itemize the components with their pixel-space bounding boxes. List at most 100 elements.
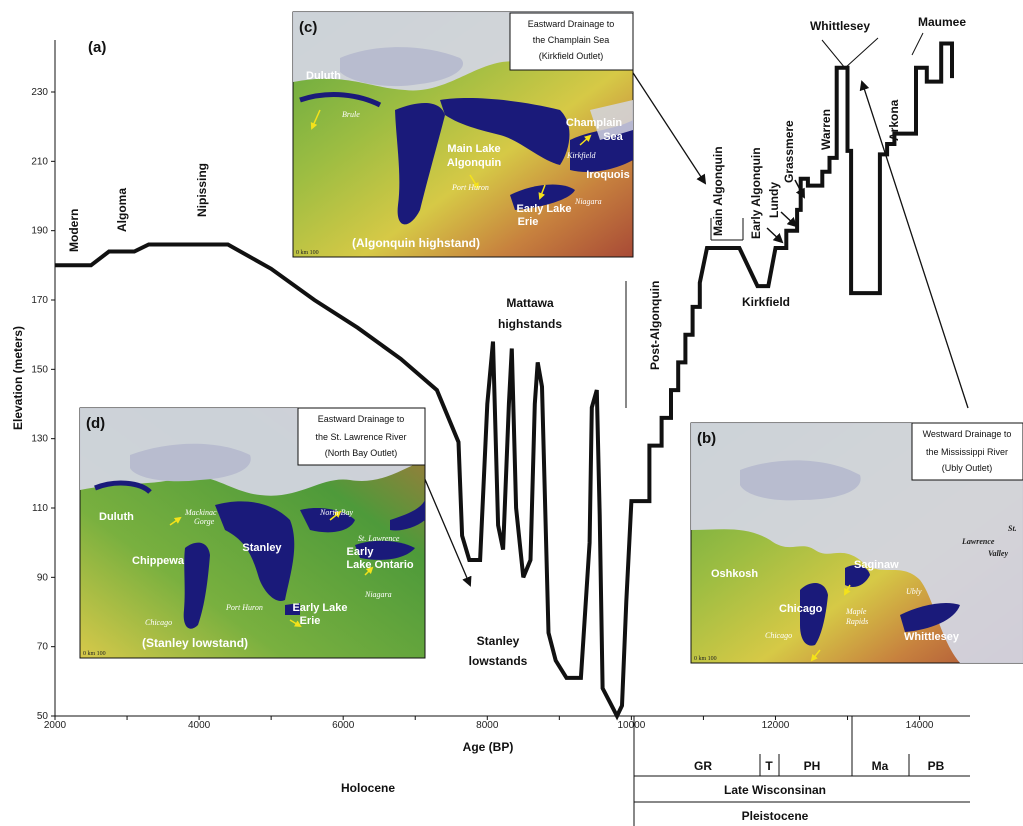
map-d-early-lake: Early Lake (292, 602, 347, 614)
panel-d-label: (d) (86, 415, 105, 432)
map-d-st-lawrence: St. Lawrence (358, 534, 400, 543)
y-tick-label: 230 (31, 87, 48, 98)
map-d-stand: (Stanley lowstand) (142, 636, 248, 650)
x-tick-label: 12000 (762, 720, 790, 731)
map-b-lawrence: Lawrence (961, 537, 995, 546)
map-c-brule: Brule (342, 110, 360, 119)
y-tick-label: 150 (31, 364, 48, 375)
annot-early-algonquin: Early Algonquin (749, 147, 763, 239)
map-c-erie: Erie (518, 216, 539, 228)
map-b-whittlesey: Whittlesey (904, 631, 960, 643)
holocene-label: Holocene (341, 781, 395, 795)
stage-annotations: Modern Algoma Nipissing Mattawa highstan… (67, 15, 969, 668)
map-b-st: St. (1008, 524, 1017, 533)
map-d-north-bay: North Bay (319, 508, 354, 517)
substage-ma: Ma (872, 759, 889, 773)
annot-arkona: Arkona (887, 99, 901, 141)
axes: 50 70 90 110 130 150 170 190 210 230 2000 4000 6000… (11, 40, 970, 754)
map-d-mackinac: Mackinac (184, 508, 217, 517)
annot-highstands: highstands (498, 317, 562, 331)
x-tick-label: 14000 (906, 720, 934, 731)
panel-b-label: (b) (697, 430, 716, 447)
late-wisconsinan-label: Late Wisconsinan (724, 783, 826, 797)
map-d-lake-ontario: Lake Ontario (346, 559, 414, 571)
map-c-stand: (Algonquin highstand) (352, 236, 480, 250)
annot-lundy: Lundy (767, 182, 781, 218)
x-tick-label: 2000 (44, 720, 67, 731)
map-d-box-line2: the St. Lawrence River (315, 432, 406, 442)
annot-main-algonquin: Main Algonquin (711, 146, 725, 236)
annot-whittlesey: Whittlesey (810, 19, 870, 33)
map-b-box-line2: the Mississippi River (926, 447, 1008, 457)
x-tick-label: 8000 (476, 720, 499, 731)
annot-mattawa: Mattawa (506, 296, 554, 310)
map-c-main-lake: Main Lake (447, 143, 500, 155)
y-tick-label: 50 (37, 711, 49, 722)
map-b-saginaw: Saginaw (854, 559, 899, 571)
annot-lowstands: lowstands (469, 654, 528, 668)
map-b-valley: Valley (988, 549, 1008, 558)
x-tick-label: 6000 (332, 720, 355, 731)
y-tick-label: 90 (37, 572, 49, 583)
stratigraphy-scale: GR T PH Ma PB Late Wisconsinan Pleistoce… (341, 716, 970, 826)
annot-algoma: Algoma (115, 188, 129, 232)
map-c-box-line3: (Kirkfield Outlet) (539, 51, 604, 61)
annot-grassmere: Grassmere (782, 120, 796, 183)
x-axis-label: Age (BP) (463, 740, 514, 754)
map-d-niagara: Niagara (364, 590, 392, 599)
map-d-port-huron: Port Huron (225, 603, 263, 612)
map-b-oshkosh: Oshkosh (711, 568, 758, 580)
y-axis-label: Elevation (meters) (11, 326, 25, 430)
map-b-chicago-outlet: Chicago (765, 631, 792, 640)
map-d-box-line3: (North Bay Outlet) (325, 448, 398, 458)
lake-level-curve (55, 41, 954, 721)
annot-modern: Modern (67, 209, 81, 252)
annot-warren: Warren (819, 109, 833, 150)
substage-gr: GR (694, 759, 712, 773)
annot-nipissing: Nipissing (195, 163, 209, 217)
map-c-port-huron: Port Huron (451, 183, 489, 192)
pleistocene-label: Pleistocene (742, 809, 809, 823)
map-b-rapids: Rapids (845, 617, 868, 626)
y-tick-label: 190 (31, 226, 48, 237)
map-d-erie: Erie (300, 615, 321, 627)
map-d-stanley: Stanley (242, 542, 282, 554)
annot-kirkfield: Kirkfield (742, 295, 790, 309)
map-c-iroquois: Iroquois (586, 169, 629, 181)
substage-ph: PH (804, 759, 821, 773)
map-c-niagara: Niagara (574, 197, 602, 206)
y-tick-label: 110 (32, 503, 48, 514)
map-b-chicago: Chicago (779, 603, 823, 615)
map-d-duluth: Duluth (99, 511, 134, 523)
panel-a-label: (a) (88, 39, 106, 56)
map-c-early-lake: Early Lake (516, 203, 571, 215)
map-c-kirkfield: Kirkfield (566, 151, 596, 160)
map-b-ubly: Ubly (906, 587, 922, 596)
map-d-box-line1: Eastward Drainage to (318, 414, 405, 424)
map-c-box-line1: Eastward Drainage to (528, 19, 615, 29)
map-b-maple: Maple (845, 607, 867, 616)
substage-t: T (765, 759, 773, 773)
x-tick-label: 4000 (188, 720, 211, 731)
annot-post-algonquin: Post-Algonquin (648, 281, 662, 370)
map-b-scale: 0 km 100 (694, 656, 717, 662)
y-tick-label: 130 (31, 434, 48, 445)
map-d: (d) Duluth Chippewa Stanley Early Lake O… (79, 407, 426, 659)
map-c: (c) Duluth Main Lake Algonquin Champlain… (292, 11, 634, 258)
map-c-scale: 0 km 100 (296, 250, 319, 256)
map-d-chippewa: Chippewa (132, 555, 185, 567)
map-c-box-line2: the Champlain Sea (533, 35, 610, 45)
y-tick-label: 70 (37, 642, 49, 653)
map-d-early: Early (347, 546, 375, 558)
map-c-duluth: Duluth (306, 70, 341, 82)
substage-pb: PB (928, 759, 945, 773)
map-c-algonquin: Algonquin (447, 157, 502, 169)
annot-maumee: Maumee (918, 15, 966, 29)
x-tick-label: 10000 (617, 720, 645, 731)
map-b-box-line1: Westward Drainage to (923, 429, 1012, 439)
map-d-chicago: Chicago (145, 618, 172, 627)
map-c-sea: Sea (603, 131, 623, 143)
annot-stanley: Stanley (477, 634, 520, 648)
y-tick-label: 210 (31, 156, 48, 167)
